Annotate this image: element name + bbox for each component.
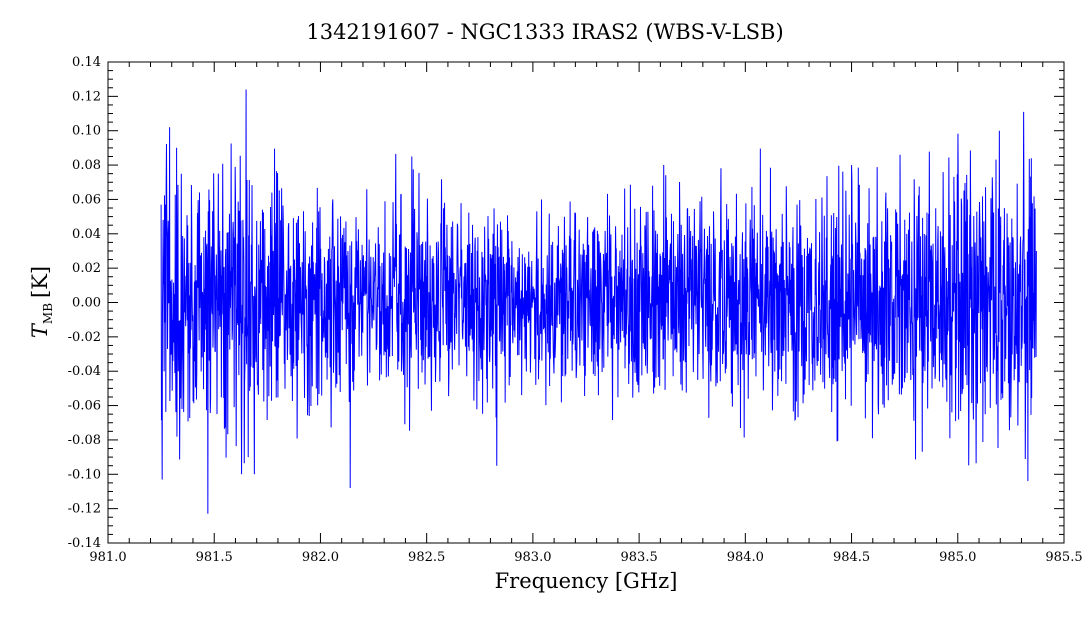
x-tick-label: 985.5 <box>1045 550 1082 565</box>
y-tick-label: 0.14 <box>72 55 101 70</box>
y-tick-label: -0.04 <box>68 364 101 379</box>
y-tick-label: -0.12 <box>68 502 101 517</box>
y-tick-label: 0.02 <box>72 261 101 276</box>
y-tick-label: -0.10 <box>68 467 101 482</box>
y-axis-label-unit: [K] <box>28 266 52 298</box>
x-axis-label: Frequency [GHz] <box>495 569 678 593</box>
x-tick-label: 982.5 <box>408 550 445 565</box>
spectrum-series-line <box>160 89 1037 514</box>
svg-text:TMB[K]: TMB [K] <box>28 266 55 338</box>
x-tick-label: 983.0 <box>514 550 551 565</box>
y-tick-label: -0.08 <box>68 433 101 448</box>
y-axis-label: TMB [K] <box>28 266 55 338</box>
y-tick-label: 0.08 <box>72 158 101 173</box>
x-tick-label: 983.5 <box>621 550 658 565</box>
y-tick-label: 0.04 <box>72 227 101 242</box>
y-tick-label: 0.10 <box>72 124 101 139</box>
x-tick-label: 981.5 <box>196 550 233 565</box>
x-tick-label: 981.0 <box>89 550 126 565</box>
y-axis-label-sub: MB <box>41 303 55 324</box>
y-axis-label-main: T <box>28 322 52 338</box>
plot-area <box>107 61 1065 544</box>
chart-title: 1342191607 - NGC1333 IRAS2 (WBS-V-LSB) <box>306 20 783 44</box>
x-axis: 981.0 981.5 982.0 982.5 983.0 983.5 984.0 984.5… <box>89 62 1083 565</box>
y-tick-label: -0.06 <box>68 399 101 414</box>
y-tick-label: -0.02 <box>68 330 101 345</box>
y-tick-label: -0.14 <box>68 536 101 551</box>
x-tick-label: 982.0 <box>302 550 339 565</box>
y-tick-label: 0.12 <box>72 89 101 104</box>
y-axis: 0.14 0.12 0.10 0.08 0.06 0.04 0.02 0.00 -0.02 -0.… <box>68 55 1064 551</box>
x-tick-label: 984.5 <box>833 550 870 565</box>
y-tick-label: 0.06 <box>72 192 101 207</box>
y-tick-label: 0.00 <box>72 296 101 311</box>
x-tick-label: 984.0 <box>727 550 764 565</box>
x-tick-label: 985.0 <box>939 550 976 565</box>
